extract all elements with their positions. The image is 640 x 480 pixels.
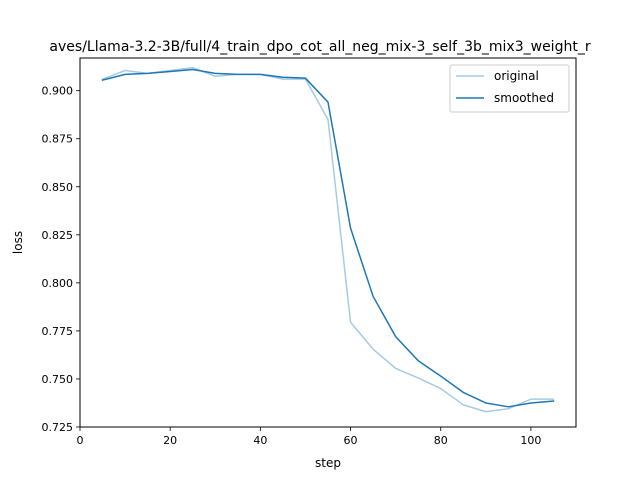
series-line-original — [101, 66, 555, 413]
series-lines — [101, 66, 555, 413]
x-axis-label: step — [315, 456, 341, 470]
y-tick-label: 0.875 — [42, 133, 74, 146]
series-line-smoothed — [101, 68, 555, 408]
y-axis: 0.725 0.750 0.775 0.800 0.825 0.850 0.875 0.900 — [42, 85, 80, 434]
legend-label-original: original — [494, 69, 539, 83]
y-tick-label: 0.775 — [42, 325, 74, 338]
x-axis: 0 20 40 60 80 100 — [77, 427, 541, 447]
x-tick-label: 20 — [163, 434, 177, 447]
x-tick-label: 0 — [77, 434, 84, 447]
x-tick-label: 40 — [253, 434, 267, 447]
y-tick-label: 0.850 — [42, 181, 74, 194]
y-tick-label: 0.750 — [42, 373, 74, 386]
legend-label-smoothed: smoothed — [494, 91, 554, 105]
legend: original smoothed — [449, 64, 570, 113]
y-axis-label: loss — [11, 231, 25, 254]
x-tick-label: 100 — [520, 434, 541, 447]
chart-title: aves/Llama-3.2-3B/full/4_train_dpo_cot_a… — [49, 39, 590, 55]
x-tick-label: 60 — [344, 434, 358, 447]
y-tick-label: 0.900 — [42, 85, 74, 98]
plot-frame — [79, 57, 577, 428]
y-tick-label: 0.825 — [42, 229, 74, 242]
y-tick-label: 0.800 — [42, 277, 74, 290]
y-tick-label: 0.725 — [42, 421, 74, 434]
x-tick-label: 80 — [434, 434, 448, 447]
